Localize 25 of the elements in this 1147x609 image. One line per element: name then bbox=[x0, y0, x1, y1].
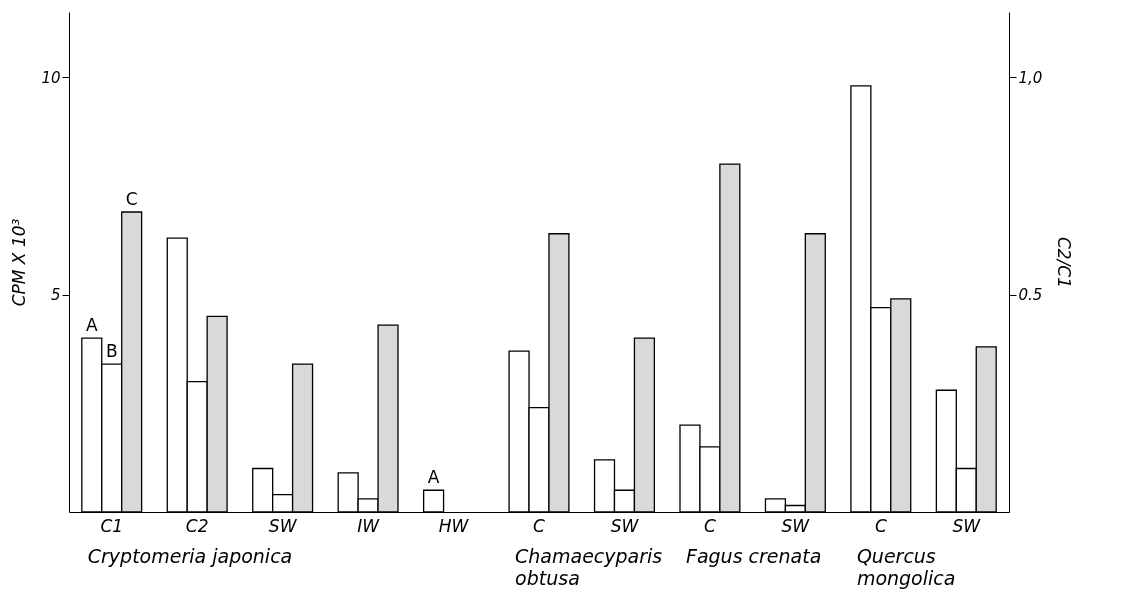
series-label: A bbox=[85, 315, 98, 336]
text: Fagus crenata bbox=[685, 545, 822, 567]
y2-tick-label: 0.5 bbox=[1018, 286, 1043, 305]
x-tick-label: HW bbox=[438, 515, 470, 536]
y2-tick-label: 1,0 bbox=[1018, 68, 1043, 87]
y-axis-title: CPM X 10³ bbox=[9, 218, 30, 307]
x-tick-label: C bbox=[874, 515, 887, 536]
x-tick-label: SW bbox=[268, 515, 298, 536]
x-tick-label: IW bbox=[357, 515, 381, 536]
text: A bbox=[427, 467, 440, 488]
y2-axis-title: C2/C1 bbox=[1054, 236, 1075, 289]
x-tick-label: C2 bbox=[185, 515, 209, 536]
x-tick-label: C1 bbox=[100, 515, 124, 536]
text: Quercus mongolica bbox=[856, 545, 956, 589]
x-tick-label: SW bbox=[952, 515, 982, 536]
series-label: B bbox=[105, 341, 118, 362]
y-tick-label: 5 bbox=[50, 286, 61, 305]
x-tick-label: C bbox=[533, 515, 546, 536]
x-tick-label: SW bbox=[610, 515, 640, 536]
series-label: C bbox=[125, 189, 138, 209]
text: Chamaecyparis obtusa bbox=[515, 545, 663, 589]
x-tick-label: SW bbox=[781, 515, 811, 536]
x-tick-label: C bbox=[703, 515, 716, 536]
y-tick-label: 10 bbox=[41, 68, 61, 87]
text: Cryptomeria japonica bbox=[87, 545, 293, 567]
